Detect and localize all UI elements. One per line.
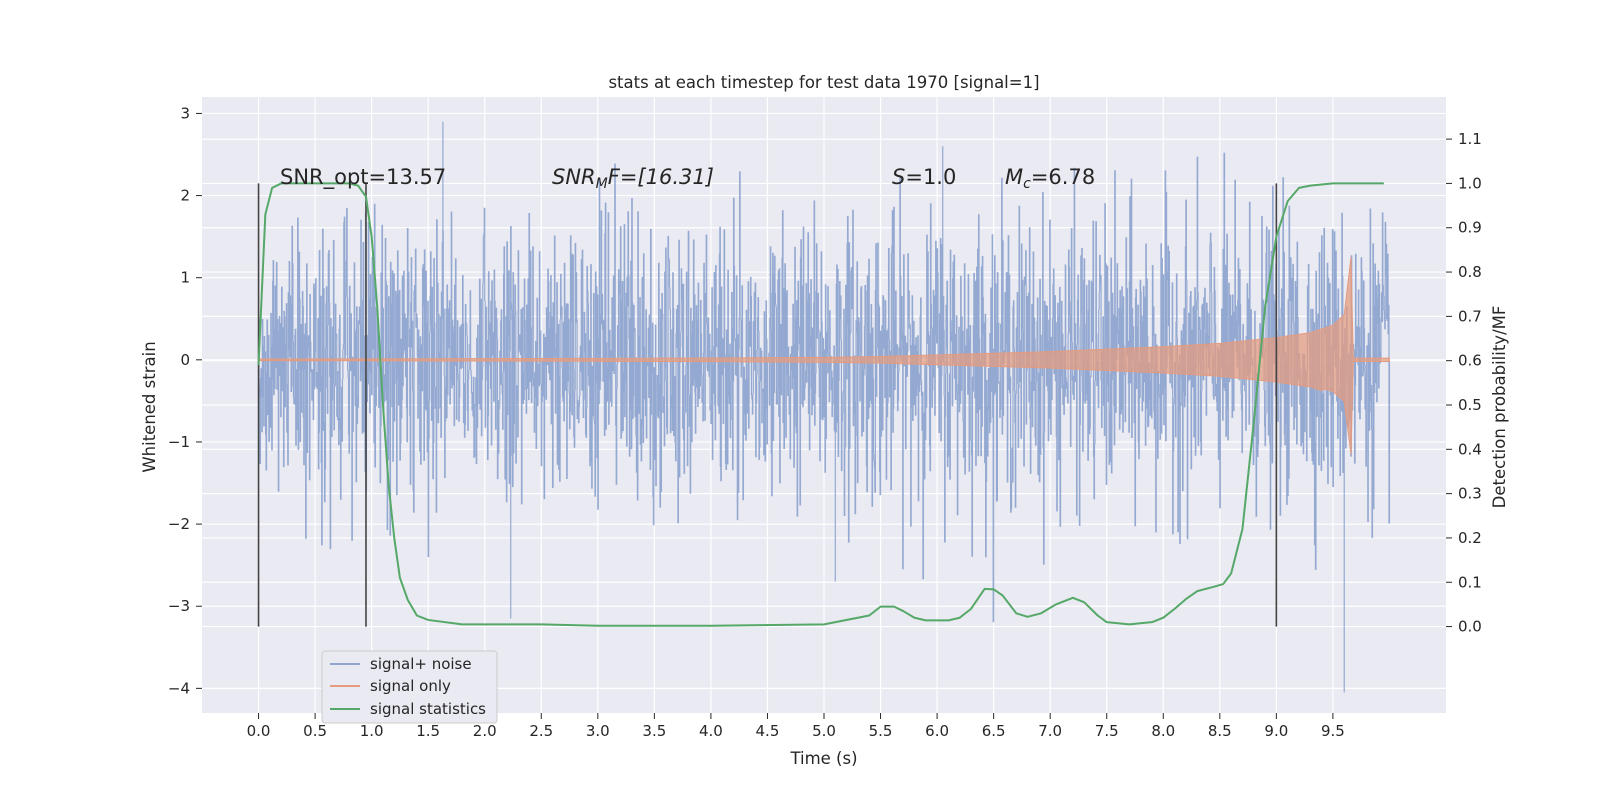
y2-axis-ticks: 1.1 1.0 0.9 0.8 0.7 0.6 0.5 0.4 0.3 0.2 0.1 0.0 xyxy=(1446,130,1482,636)
x-tick-label: 2.0 xyxy=(473,722,497,740)
y2-tick-label: 0.8 xyxy=(1458,263,1482,281)
y-tick-label: −3 xyxy=(168,597,190,615)
x-tick-label: 0.5 xyxy=(303,722,327,740)
legend-label-signal-only: signal only xyxy=(370,677,451,695)
signal-only-series xyxy=(258,257,1390,455)
annotation-s: S=1.0 xyxy=(892,165,956,189)
y2-tick-label: 1.0 xyxy=(1458,174,1482,192)
x-tick-label: 7.0 xyxy=(1038,722,1062,740)
x-axis-title: Time (s) xyxy=(789,749,857,768)
legend-label-signal-statistics: signal statistics xyxy=(370,700,486,718)
chart-title: stats at each timestep for test data 197… xyxy=(608,73,1039,92)
annotation-snr-mf: SNRMF=[16.31] xyxy=(552,165,714,192)
x-tick-label: 9.0 xyxy=(1264,722,1288,740)
x-tick-label: 8.5 xyxy=(1208,722,1232,740)
signal-only-band xyxy=(258,257,1390,455)
annotation-snr-opt: SNR_opt=13.57 xyxy=(280,165,446,190)
y2-tick-label: 1.1 xyxy=(1458,130,1482,148)
y-tick-label: 0 xyxy=(180,351,190,369)
y2-tick-label: 0.9 xyxy=(1458,219,1482,237)
legend-box xyxy=(321,650,498,724)
x-tick-label: 7.5 xyxy=(1095,722,1119,740)
x-tick-label: 5.0 xyxy=(812,722,836,740)
x-tick-label: 3.5 xyxy=(642,722,666,740)
x-axis-ticks: 0.0 0.5 1.0 1.5 2.0 2.5 3.0 3.5 4.0 4.5 5.0 5.5 6.0 6… xyxy=(247,713,1345,740)
y2-tick-label: 0.3 xyxy=(1458,485,1482,503)
y2-tick-label: 0.7 xyxy=(1458,307,1482,325)
signal-statistics-line xyxy=(257,182,1384,627)
y-tick-label: −1 xyxy=(168,433,190,451)
x-tick-label: 3.0 xyxy=(586,722,610,740)
x-tick-label: 8.0 xyxy=(1151,722,1175,740)
vertical-markers xyxy=(257,183,1278,627)
x-tick-label: 4.0 xyxy=(699,722,723,740)
y2-axis-title: Detection probability/MF xyxy=(1490,306,1509,509)
x-tick-label: 4.5 xyxy=(756,722,780,740)
y2-tick-label: 0.0 xyxy=(1458,618,1482,636)
legend-label-signal-noise: signal+ noise xyxy=(370,655,472,673)
x-tick-label: 9.5 xyxy=(1321,722,1345,740)
y-tick-label: 3 xyxy=(180,104,190,122)
y-tick-label: 1 xyxy=(180,269,190,287)
y2-tick-label: 0.4 xyxy=(1458,440,1482,458)
x-tick-label: 6.0 xyxy=(925,722,949,740)
signal-statistics-series xyxy=(257,182,1384,627)
x-tick-label: 6.5 xyxy=(982,722,1006,740)
y2-tick-label: 0.2 xyxy=(1458,529,1482,547)
x-tick-label: 5.5 xyxy=(869,722,893,740)
y2-tick-label: 0.6 xyxy=(1458,352,1482,370)
y2-tick-label: 0.5 xyxy=(1458,396,1482,414)
legend: signal+ noise signal only signal statist… xyxy=(321,650,498,724)
x-tick-label: 1.5 xyxy=(416,722,440,740)
annotation-mc: Mc=6.78 xyxy=(1005,165,1095,192)
x-tick-label: 2.5 xyxy=(529,722,553,740)
x-tick-label: 1.0 xyxy=(360,722,384,740)
y2-tick-label: 0.1 xyxy=(1458,573,1482,591)
y-axis-ticks: 3 2 1 0 −1 −2 −3 −4 xyxy=(168,104,202,697)
y-tick-label: −4 xyxy=(168,679,190,697)
y-tick-label: −2 xyxy=(168,515,190,533)
x-tick-label: 0.0 xyxy=(247,722,271,740)
y-tick-label: 2 xyxy=(180,187,190,205)
y-axis-title: Whitened strain xyxy=(140,341,159,472)
